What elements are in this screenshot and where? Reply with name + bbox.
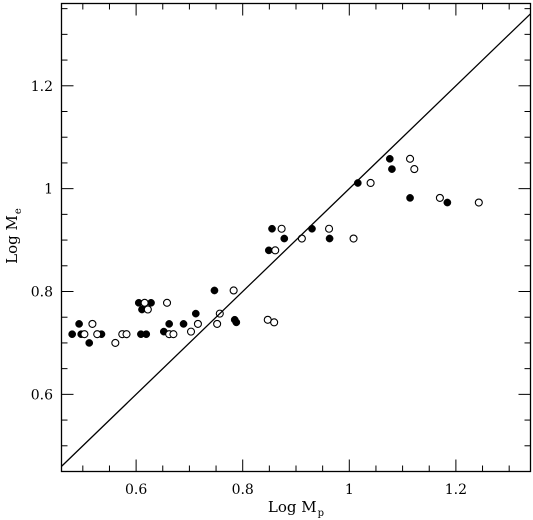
data-point-open xyxy=(406,154,415,163)
data-point-filled xyxy=(210,286,219,295)
x-tick-label: 0.8 xyxy=(232,482,254,498)
data-point-filled xyxy=(280,234,289,243)
ticks-layer xyxy=(61,3,531,472)
data-point-open xyxy=(122,330,131,339)
data-point-filled xyxy=(75,320,83,328)
marks-layer xyxy=(68,154,483,347)
data-point-filled xyxy=(385,154,394,163)
y-tick-label: 0.8 xyxy=(31,285,53,301)
data-point-open xyxy=(277,224,286,233)
plot-frame xyxy=(60,2,532,473)
data-point-open xyxy=(410,165,419,174)
data-point-filled xyxy=(179,320,188,328)
data-point-open xyxy=(349,234,358,243)
data-point-open xyxy=(474,198,483,207)
data-point-filled xyxy=(142,330,151,339)
data-point-open xyxy=(270,318,279,327)
data-point-open xyxy=(193,319,202,328)
tick-labels-layer: 0.6 0.8 1 1.2 0.6 0.8 1 1.2 xyxy=(31,79,467,498)
identity-line xyxy=(61,13,531,467)
x-tick-label: 0.6 xyxy=(125,482,147,498)
data-point-open xyxy=(271,246,280,255)
data-point-filled xyxy=(191,309,200,318)
data-point-filled xyxy=(232,318,241,327)
data-point-filled xyxy=(165,320,174,328)
y-axis-title: Log Me xyxy=(3,208,24,264)
x-tick-label: 1.2 xyxy=(445,482,467,498)
data-point-open xyxy=(169,330,178,339)
data-point-filled xyxy=(325,234,334,243)
data-point-filled xyxy=(443,198,452,207)
data-point-open xyxy=(324,224,334,233)
data-point-open xyxy=(88,319,97,328)
data-point-filled xyxy=(68,330,77,339)
data-point-filled xyxy=(85,339,94,347)
data-point-open xyxy=(435,193,444,202)
y-tick-label: 0.6 xyxy=(31,387,53,403)
data-point-filled xyxy=(268,224,276,233)
data-point-filled xyxy=(406,194,414,202)
data-point-open xyxy=(186,327,196,336)
x-axis-title: Log Mp xyxy=(268,498,324,519)
data-point-open xyxy=(80,330,89,339)
data-point-open xyxy=(213,319,222,328)
data-point-open xyxy=(143,305,152,314)
data-point-open xyxy=(162,298,172,307)
data-point-open xyxy=(140,298,149,307)
x-tick-label: 1 xyxy=(345,482,354,498)
data-point-filled xyxy=(388,165,396,173)
data-point-open xyxy=(366,178,375,188)
data-point-open xyxy=(93,330,102,339)
y-tick-label: 1 xyxy=(44,182,53,198)
data-point-open xyxy=(111,338,120,347)
data-point-open xyxy=(229,286,238,295)
y-tick-label: 1.2 xyxy=(31,79,53,95)
